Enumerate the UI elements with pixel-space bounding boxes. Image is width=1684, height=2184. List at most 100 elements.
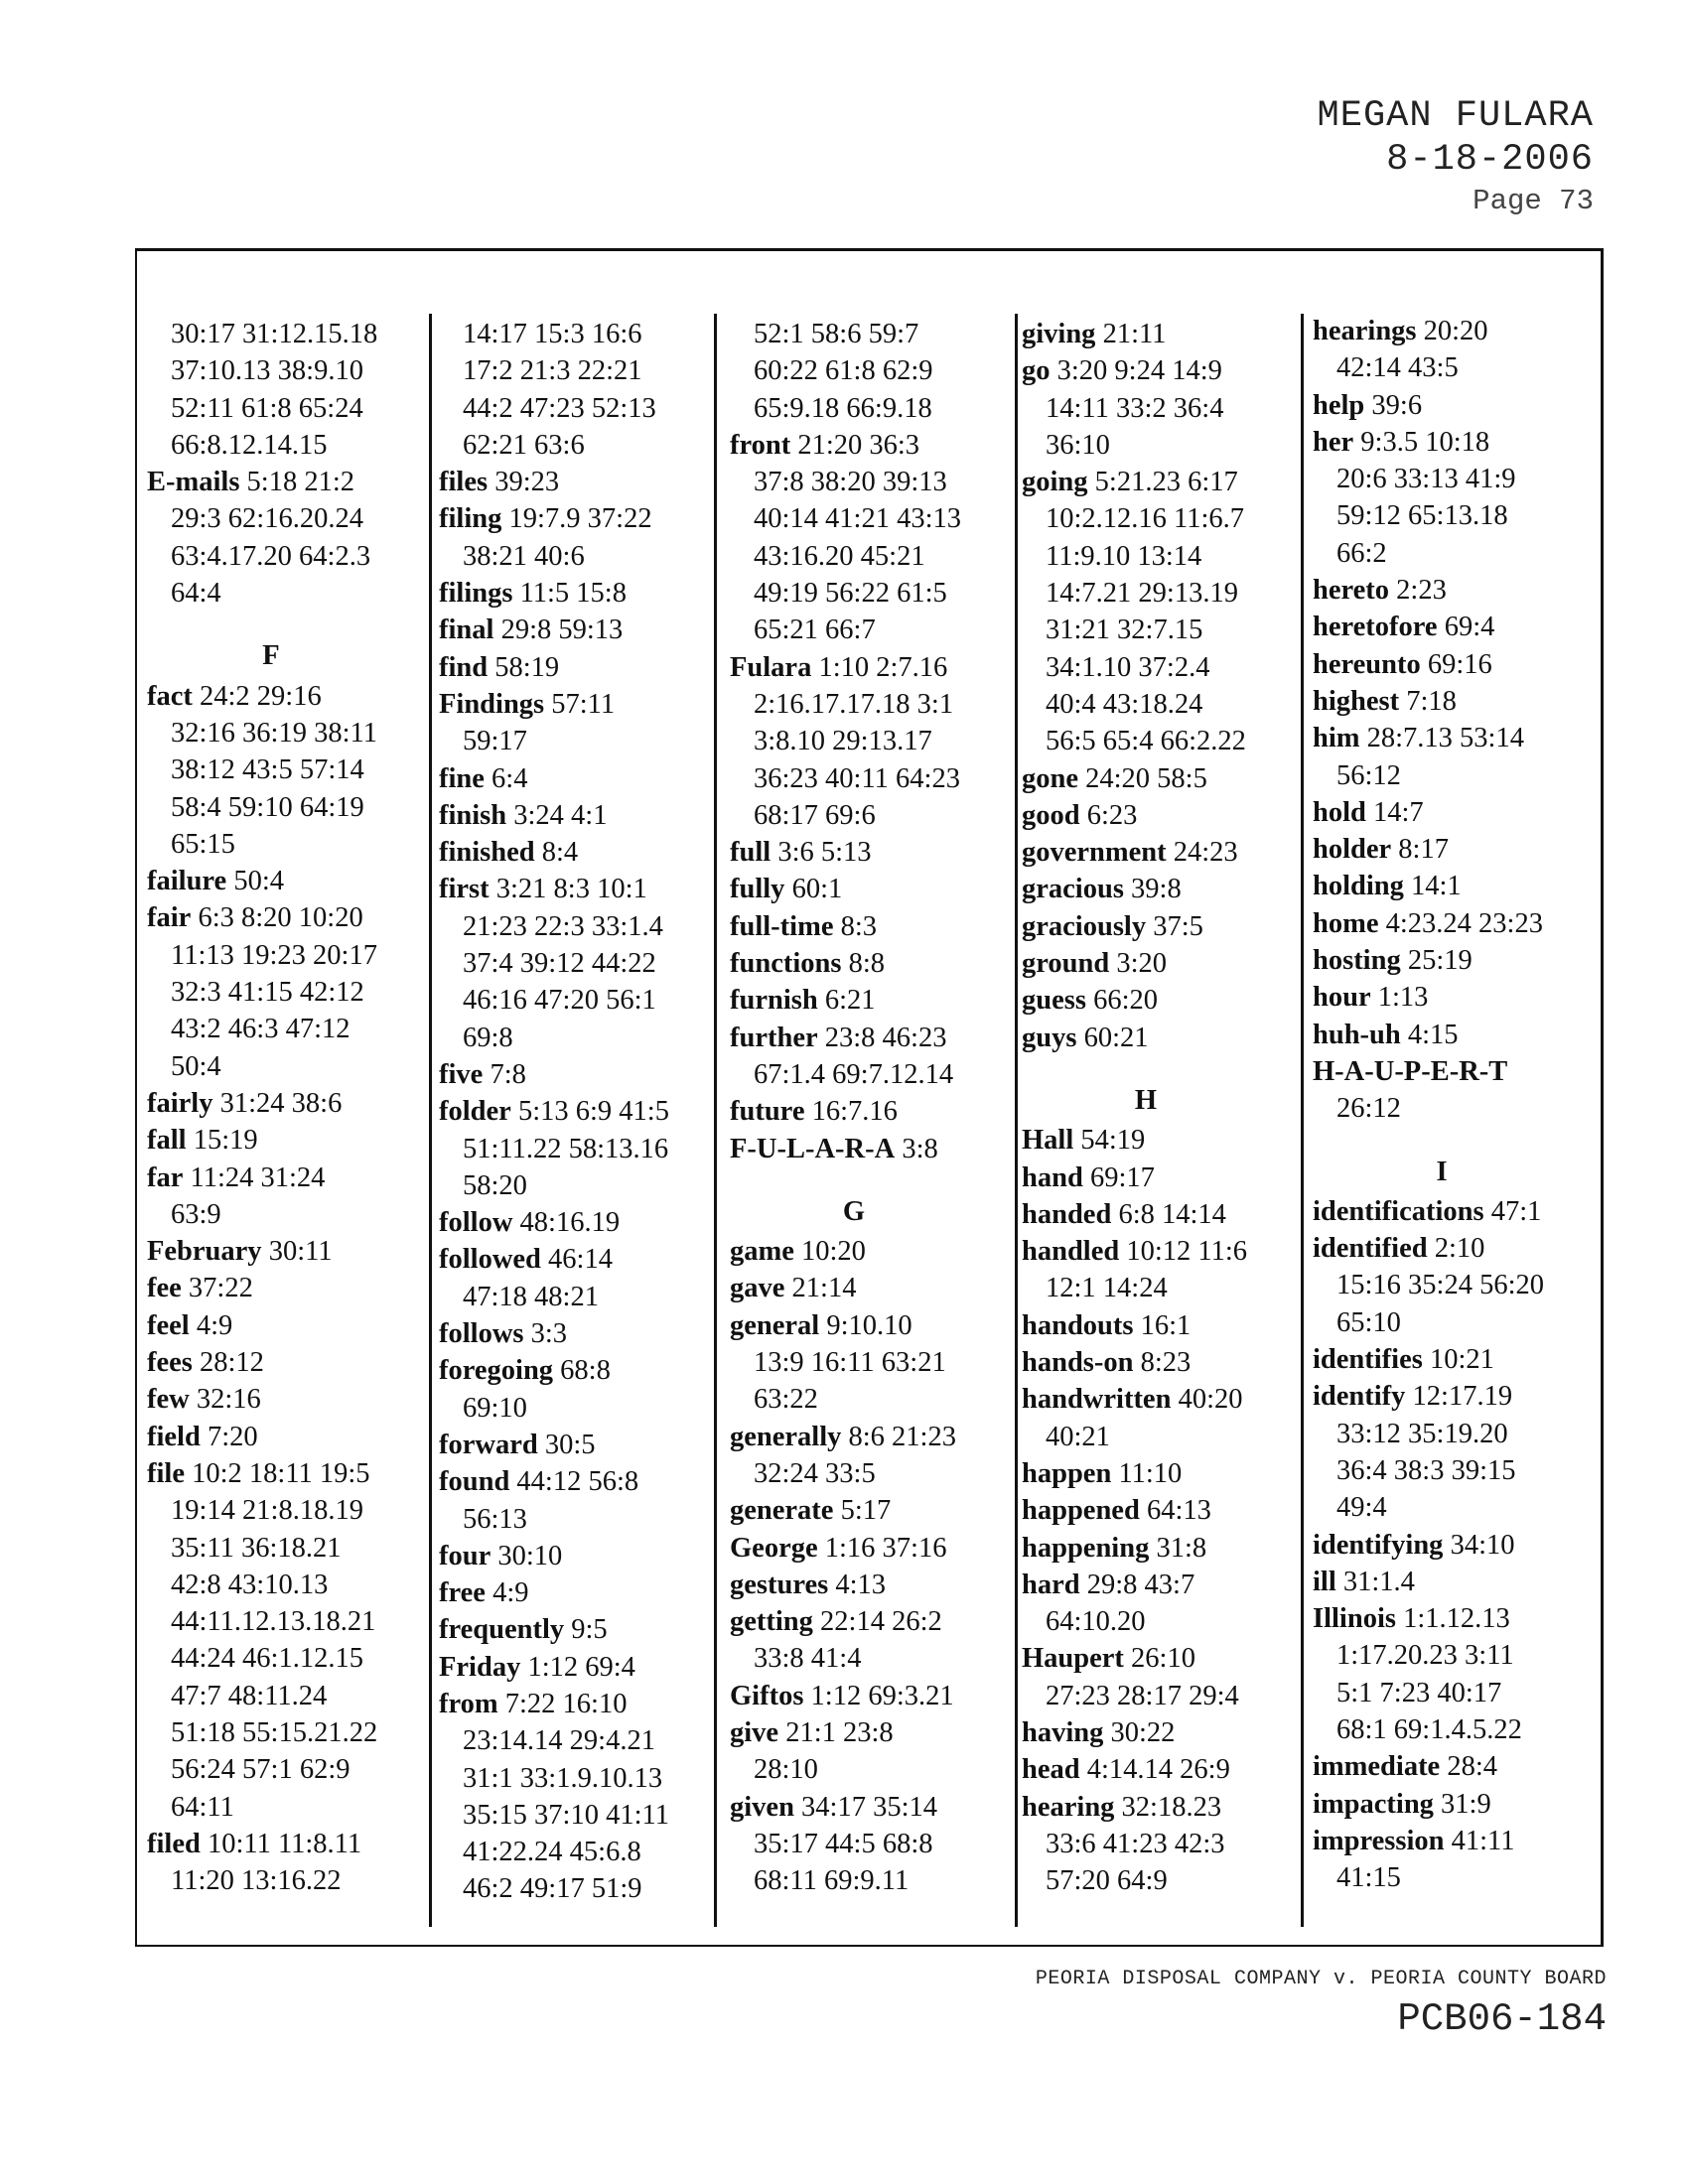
page-line-refs: 46:16 47:20 56:1: [463, 985, 656, 1017]
entry-line: 11:20 13:16.22: [147, 1862, 395, 1899]
page-line-refs: 1:10 2:7.16: [818, 651, 948, 683]
index-entry: 30:17 31:12.15.18 37:10.13 38:9.10 52:11 6…: [147, 316, 395, 464]
index-entry: full 3:6 5:13: [730, 834, 978, 871]
entry-line: Haupert 26:10: [1022, 1640, 1270, 1677]
entry-line: follow 48:16.19: [439, 1204, 669, 1241]
entry-line: graciously 37:5: [1022, 908, 1270, 945]
page-line-refs: 52:1 58:6 59:7: [754, 319, 919, 349]
index-term: having: [1022, 1716, 1104, 1748]
deposition-date: 8-18-2006: [1386, 139, 1594, 181]
entry-line: find 58:19: [439, 649, 669, 686]
entry-line: gestures 4:13: [730, 1567, 978, 1603]
page-line-refs: 27:23 28:17 29:4: [1046, 1680, 1239, 1711]
index-term: head: [1022, 1754, 1080, 1786]
entry-line: fairly 31:24 38:6: [147, 1085, 395, 1122]
index-term: general: [730, 1309, 820, 1341]
page-line-refs: 8:8: [848, 948, 885, 980]
index-term: hereunto: [1313, 648, 1421, 680]
entry-line: George 1:16 37:16: [730, 1530, 978, 1567]
index-entry: hearings 20:20 42:14 43:5: [1313, 313, 1571, 387]
page-line-refs: 42:14 43:5: [1336, 352, 1459, 384]
entry-line: Giftos 1:12 69:3.21: [730, 1678, 978, 1714]
index-entry: found 44:12 56:8 56:13: [439, 1463, 669, 1538]
entry-line: home 4:23.24 23:23: [1313, 905, 1571, 942]
index-column: 14:17 15:3 16:6 17:2 21:3 22:21 44:2 47:23…: [439, 316, 669, 1908]
index-entry: hour 1:13: [1313, 979, 1571, 1016]
entry-line: 14:17 15:3 16:6: [439, 316, 669, 352]
page-line-refs: 11:5 15:8: [519, 578, 627, 610]
index-entry: holder 8:17: [1313, 831, 1571, 868]
index-entry: game 10:20: [730, 1233, 978, 1270]
entry-line: frequently 9:5: [439, 1611, 669, 1648]
index-entry: fine 6:4: [439, 760, 669, 797]
page-line-refs: 3:8: [902, 1133, 938, 1164]
page-line-refs: 36:23 40:11 64:23: [754, 762, 960, 794]
entry-line: failure 50:4: [147, 863, 395, 899]
index-term: happen: [1022, 1457, 1112, 1489]
entry-line: from 7:22 16:10: [439, 1686, 669, 1722]
index-entry: follow 48:16.19: [439, 1204, 669, 1241]
page-line-refs: 24:2 29:16: [200, 680, 322, 712]
index-entry: Hall 54:19: [1022, 1122, 1270, 1159]
index-entry: fair 6:3 8:20 10:20 11:13 19:23 20:17 32:3…: [147, 899, 395, 1084]
page-line-refs: 5:18 21:2: [246, 467, 355, 498]
page-line-refs: 32:16 36:19 38:11: [171, 717, 377, 749]
page-line-refs: 37:5: [1153, 910, 1203, 942]
entry-line: 42:14 43:5: [1313, 349, 1571, 386]
index-entry: gestures 4:13: [730, 1567, 978, 1603]
page-line-refs: 39:23: [494, 467, 560, 498]
index-entry: filed 10:11 11:8.11 11:20 13:16.22: [147, 1826, 395, 1900]
page-line-refs: 58:20: [463, 1169, 527, 1201]
page-line-refs: 69:10: [463, 1392, 527, 1424]
entry-line: heretofore 69:4: [1313, 609, 1571, 645]
entry-line: file 10:2 18:11 19:5: [147, 1455, 395, 1492]
entry-line: having 30:22: [1022, 1714, 1270, 1751]
page-line-refs: 31:9: [1441, 1788, 1491, 1820]
index-entry: holding 14:1: [1313, 868, 1571, 904]
index-term: five: [439, 1058, 484, 1090]
entry-line: 5:1 7:23 40:17: [1313, 1675, 1571, 1711]
page-line-refs: 35:15 37:10 41:11: [463, 1799, 669, 1831]
index-term: give: [730, 1716, 779, 1748]
index-entry: filings 11:5 15:8: [439, 575, 669, 612]
page-line-refs: 44:24 46:1.12.15: [171, 1643, 363, 1675]
index-entry: far 11:24 31:24 63:9: [147, 1160, 395, 1234]
page-line-refs: 31:8: [1156, 1532, 1207, 1564]
entry-line: 10:2.12.16 11:6.7: [1022, 500, 1270, 537]
index-entry: having 30:22: [1022, 1714, 1270, 1751]
index-term: going: [1022, 467, 1088, 498]
entry-line: 49:19 56:22 61:5: [730, 575, 978, 612]
index-term: find: [439, 651, 489, 683]
index-term: impacting: [1313, 1788, 1434, 1820]
index-entry: files 39:23: [439, 464, 669, 500]
entry-line: good 6:23: [1022, 797, 1270, 834]
page-line-refs: 4:15: [1407, 1019, 1459, 1050]
index-term: future: [730, 1096, 805, 1128]
index-entry: from 7:22 16:10 23:14.14 29:4.21 31:1 33:1…: [439, 1686, 669, 1908]
index-term: failure: [147, 866, 227, 897]
index-term: Findings: [439, 688, 545, 720]
entry-line: 15:16 35:24 56:20: [1313, 1267, 1571, 1303]
entry-line: 37:8 38:20 39:13: [730, 464, 978, 500]
index-term: hearing: [1022, 1791, 1115, 1823]
page-line-refs: 11:10: [1118, 1457, 1183, 1489]
entry-line: game 10:20: [730, 1233, 978, 1270]
entry-line: 65:10: [1313, 1304, 1571, 1341]
entry-line: Fulara 1:10 2:7.16: [730, 649, 978, 686]
index-term: highest: [1313, 685, 1400, 717]
index-entry: Haupert 26:10 27:23 28:17 29:4: [1022, 1640, 1270, 1714]
page-line-refs: 15:16 35:24 56:20: [1336, 1270, 1545, 1301]
index-entry: few 32:16: [147, 1381, 395, 1418]
page-line-refs: 69:17: [1089, 1161, 1155, 1193]
entry-line: ill 31:1.4: [1313, 1564, 1571, 1600]
page-line-refs: 69:16: [1427, 648, 1492, 680]
entry-line: functions 8:8: [730, 945, 978, 982]
index-term: final: [439, 614, 494, 646]
entry-line: Illinois 1:1.12.13: [1313, 1600, 1571, 1637]
entry-line: H-A-U-P-E-R-T: [1313, 1053, 1571, 1090]
index-entry: follows 3:3: [439, 1315, 669, 1352]
page-line-refs: 21:23 22:3 33:1.4: [463, 910, 663, 942]
index-term: Illinois: [1313, 1603, 1396, 1635]
entry-line: happen 11:10: [1022, 1455, 1270, 1492]
page-line-refs: 68:11 69:9.11: [754, 1865, 910, 1897]
